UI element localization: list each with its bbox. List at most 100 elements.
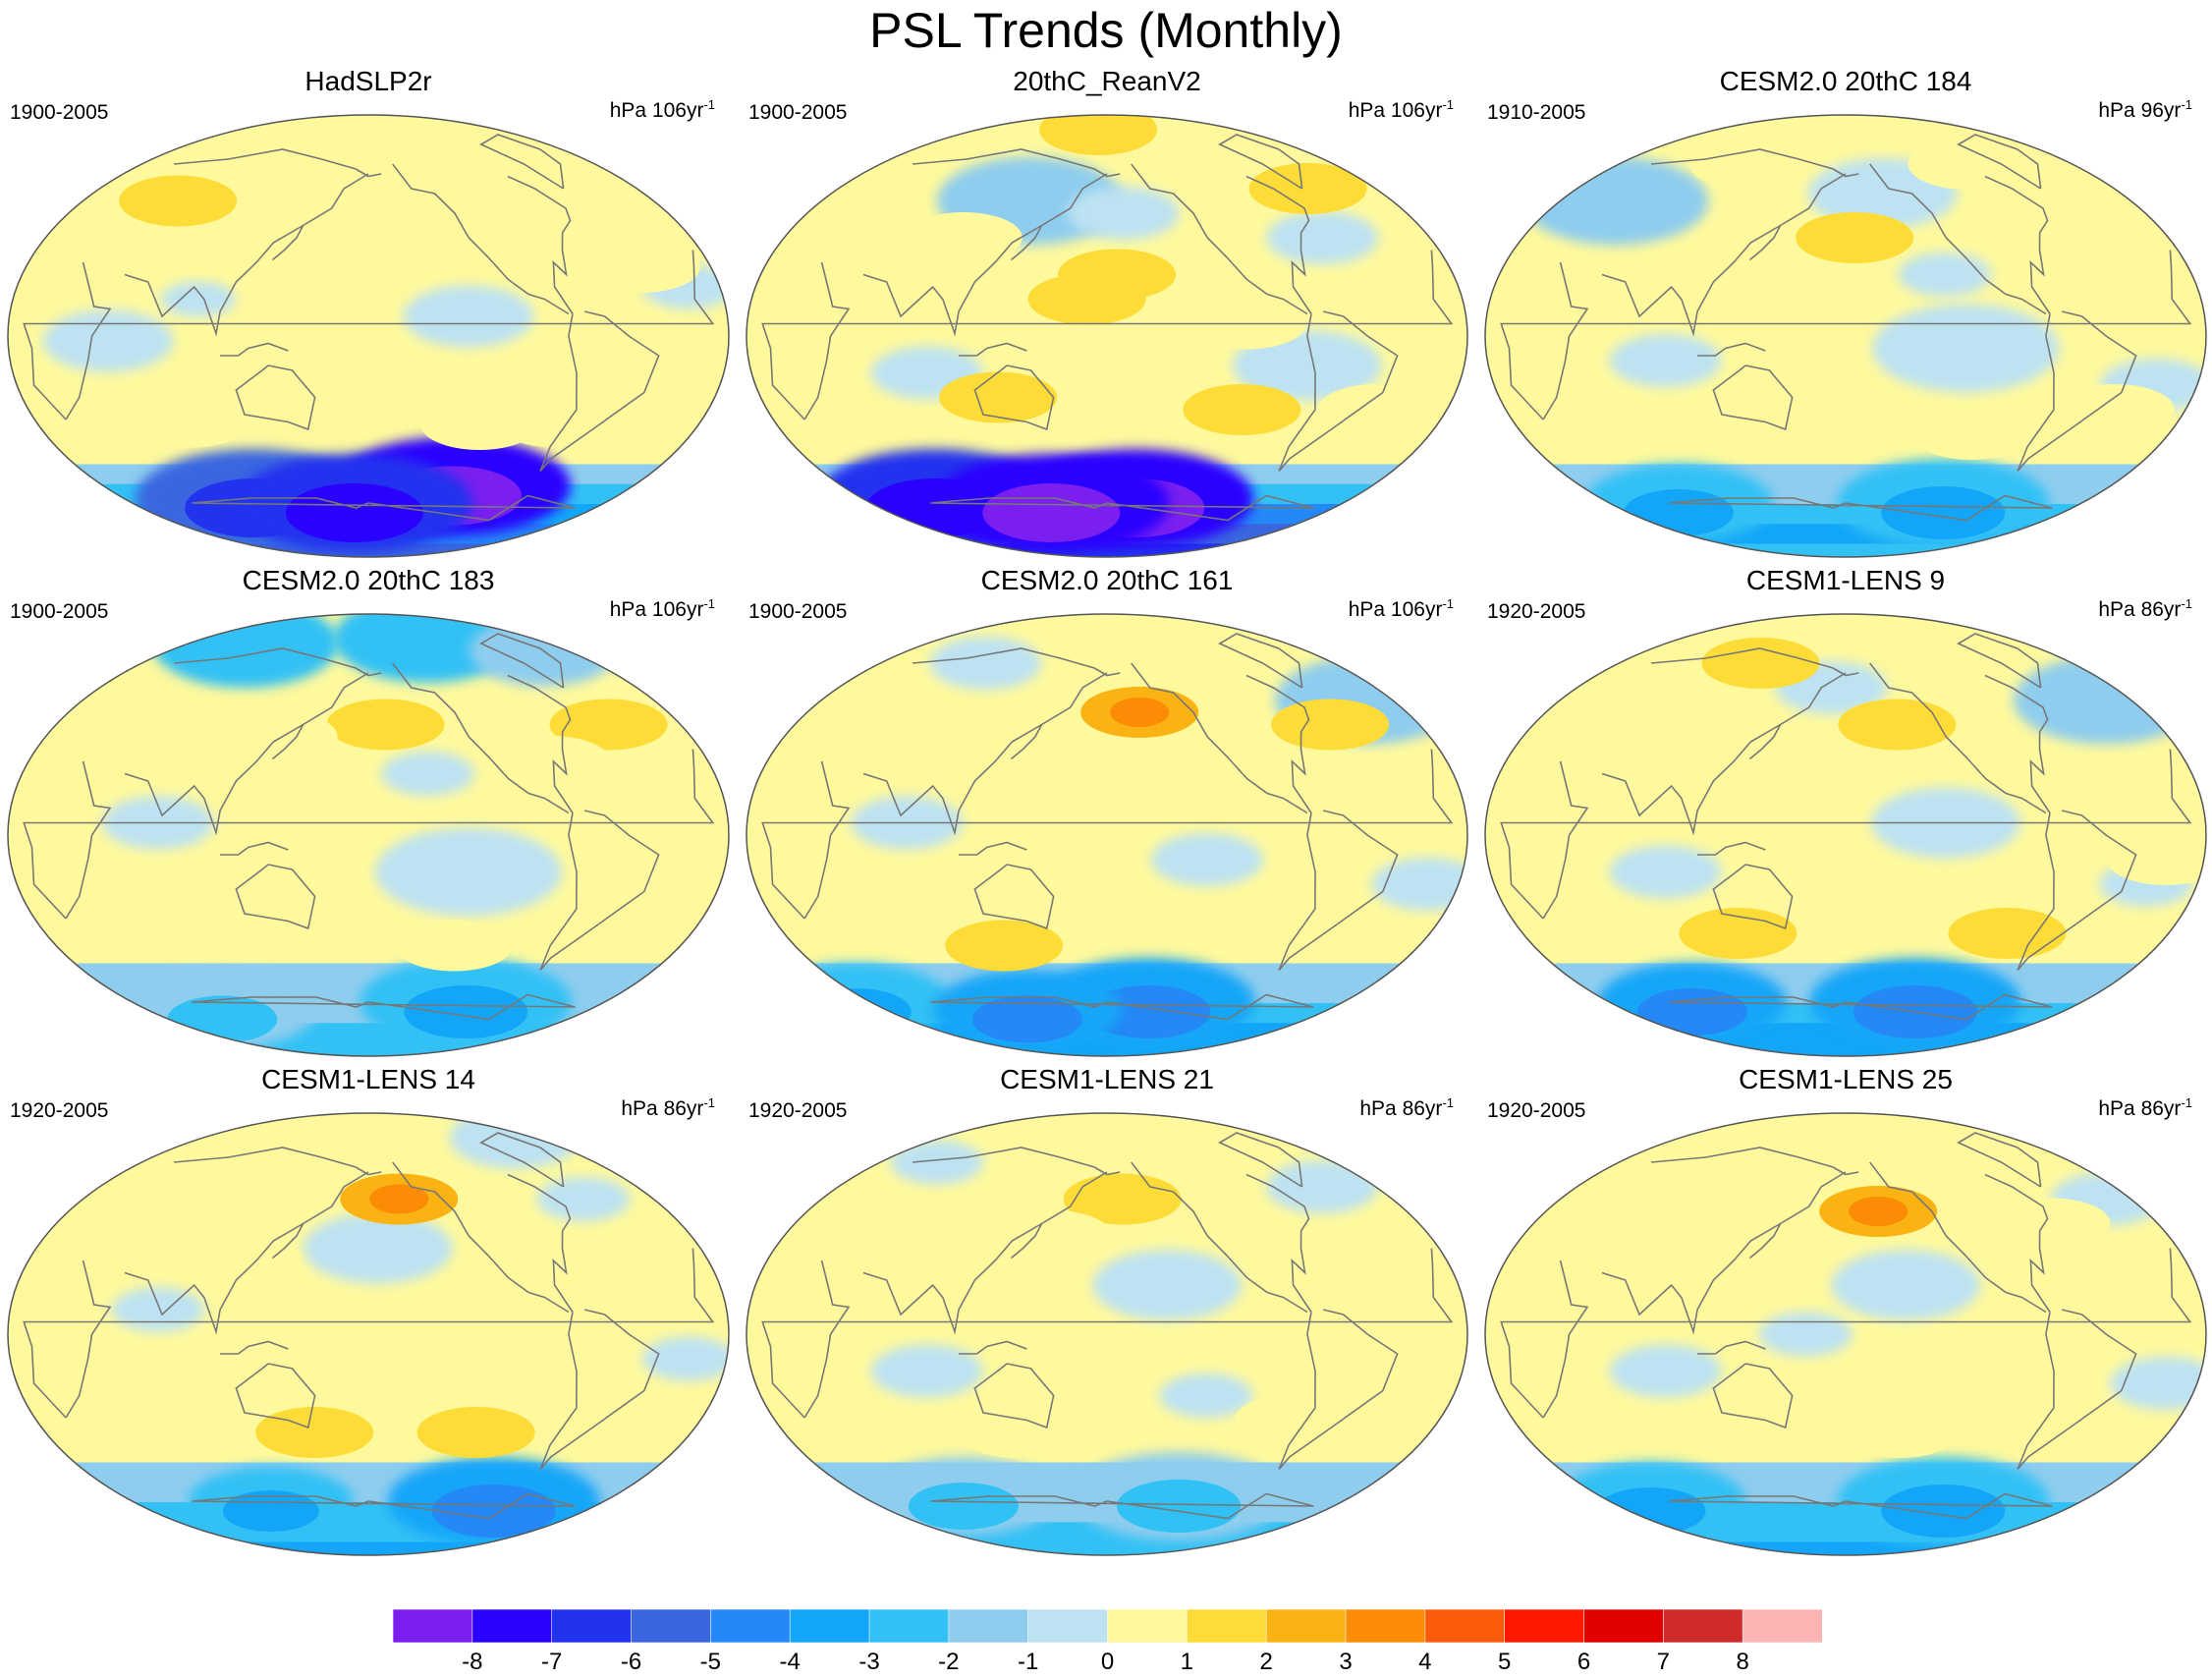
positive-trend-area xyxy=(1908,139,2026,190)
coastline xyxy=(23,1248,715,1419)
coastline xyxy=(1669,494,2053,522)
map-globe xyxy=(746,1112,1468,1556)
map-globe xyxy=(1484,613,2207,1057)
coastline xyxy=(1712,864,1794,930)
units-label: hPa 106yr-1 xyxy=(609,596,715,621)
positive-trend-area xyxy=(1838,699,1957,751)
negative-trend-area xyxy=(160,281,236,317)
coastline xyxy=(174,1147,382,1176)
units-label: hPa 86yr-1 xyxy=(621,1095,715,1120)
coastline xyxy=(803,760,851,920)
positive-trend-area xyxy=(1263,908,1382,959)
coastline xyxy=(124,173,369,337)
coastline xyxy=(271,1223,304,1260)
map-panel: HadSLP2r 1900-2005 hPa 106yr-1 xyxy=(0,61,737,558)
period-label: 1920-2005 xyxy=(748,1099,848,1122)
coastline xyxy=(220,342,289,357)
negative-trend-area xyxy=(1831,1250,1981,1320)
positive-trend-area xyxy=(958,711,1077,762)
colorbar-tick-label: -5 xyxy=(699,1649,721,1675)
positive-trend-area xyxy=(549,699,668,751)
map-panel: CESM2.0 20thC 183 1900-2005 hPa 106yr-1 xyxy=(0,560,737,1057)
coastline xyxy=(930,1492,1314,1520)
positive-trend-area xyxy=(1248,163,1367,214)
negative-trend-area xyxy=(890,1140,984,1185)
map-globe xyxy=(7,114,730,558)
colorbar-swatch xyxy=(1187,1609,1267,1643)
coastline xyxy=(959,841,1027,856)
positive-trend-area xyxy=(416,1407,535,1458)
coastline xyxy=(1669,993,2053,1021)
units-label: hPa 86yr-1 xyxy=(2098,596,2192,621)
colorbar-tick-label: -7 xyxy=(540,1649,563,1675)
coastline xyxy=(1651,1147,1859,1176)
coastline xyxy=(539,810,660,972)
colorbar-swatch xyxy=(471,1609,553,1643)
negative-trend-area xyxy=(380,752,474,796)
coastline xyxy=(761,749,1454,920)
coastline xyxy=(23,250,715,420)
colorbar-tick-label: -8 xyxy=(462,1649,483,1675)
negative-trend-area xyxy=(111,1287,205,1332)
colorbar-tick-label: 6 xyxy=(1576,1649,1591,1675)
coastline xyxy=(1131,1161,1308,1314)
coastline xyxy=(235,364,316,431)
positive-trend-area xyxy=(1679,908,1797,959)
positive-trend-area xyxy=(581,242,700,293)
coastline xyxy=(1669,1492,2053,1520)
negative-trend-area xyxy=(1609,1344,1722,1398)
map-panel: CESM1-LENS 14 1920-2005 hPa 86yr-1 xyxy=(0,1059,737,1556)
map-panel: CESM1-LENS 21 1920-2005 hPa 86yr-1 xyxy=(739,1059,1475,1556)
colorbar-swatch xyxy=(1504,1609,1585,1643)
positive-trend-area xyxy=(1714,1407,1833,1458)
negative-trend-area xyxy=(42,309,174,372)
coastline xyxy=(1542,1260,1589,1419)
negative-trend-area xyxy=(641,1336,729,1381)
coastline xyxy=(1218,1132,1303,1188)
period-label: 1920-2005 xyxy=(1487,600,1586,623)
coastline xyxy=(2017,1309,2137,1471)
coastline xyxy=(1984,674,2051,813)
positive-trend-area xyxy=(420,399,539,450)
positive-trend-area xyxy=(1187,748,1305,800)
coastline xyxy=(1957,1132,2042,1188)
period-label: 1900-2005 xyxy=(10,600,109,623)
coastline xyxy=(1500,250,2192,420)
coastline xyxy=(1712,364,1794,431)
coastline xyxy=(1500,1248,2192,1419)
coastline xyxy=(1748,225,1782,261)
positive-trend-area xyxy=(1632,736,1751,787)
coastline xyxy=(1278,310,1399,473)
coastline xyxy=(930,993,1314,1021)
coastline xyxy=(271,225,304,261)
coastline xyxy=(1869,1161,2047,1314)
map-panel: CESM2.0 20thC 161 1900-2005 hPa 106yr-1 xyxy=(739,560,1475,1057)
map-globe xyxy=(1484,1112,2207,1556)
positive-trend-area xyxy=(136,883,254,934)
positive-trend-area xyxy=(1840,1407,1959,1458)
coastline xyxy=(1542,261,1589,420)
coastline xyxy=(1500,749,2192,920)
colorbar-swatch xyxy=(631,1609,712,1643)
colorbar-swatch xyxy=(551,1609,633,1643)
coastline xyxy=(1957,134,2042,190)
panel-title: CESM1-LENS 25 xyxy=(1739,1064,1953,1094)
coastline xyxy=(507,175,574,314)
colorbar-swatch xyxy=(1265,1609,1347,1643)
panel-title: CESM2.0 20thC 161 xyxy=(980,565,1234,595)
coastline xyxy=(862,1171,1108,1335)
map-globe xyxy=(7,613,730,1057)
coastline xyxy=(392,163,570,315)
positive-trend-area xyxy=(1726,1137,1845,1188)
coastline xyxy=(174,647,382,677)
positive-trend-area xyxy=(904,212,1023,263)
coastline xyxy=(1010,724,1043,760)
colorbar-swatch xyxy=(1424,1609,1506,1643)
coastline xyxy=(1869,662,2047,814)
coastline xyxy=(124,672,369,836)
coastline xyxy=(65,760,112,920)
map-globe xyxy=(746,613,1468,1057)
positive-trend-area xyxy=(1992,1198,2111,1250)
coastline xyxy=(803,1260,851,1419)
positive-trend-area xyxy=(750,371,869,423)
